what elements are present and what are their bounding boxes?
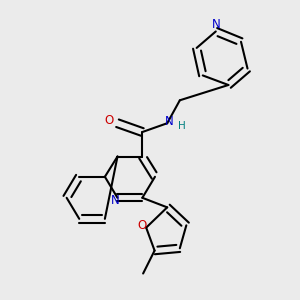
Text: N: N	[111, 194, 120, 207]
Text: N: N	[165, 115, 173, 128]
Text: O: O	[138, 219, 147, 232]
Text: N: N	[212, 18, 220, 31]
Text: H: H	[178, 121, 186, 131]
Text: O: O	[104, 114, 114, 127]
